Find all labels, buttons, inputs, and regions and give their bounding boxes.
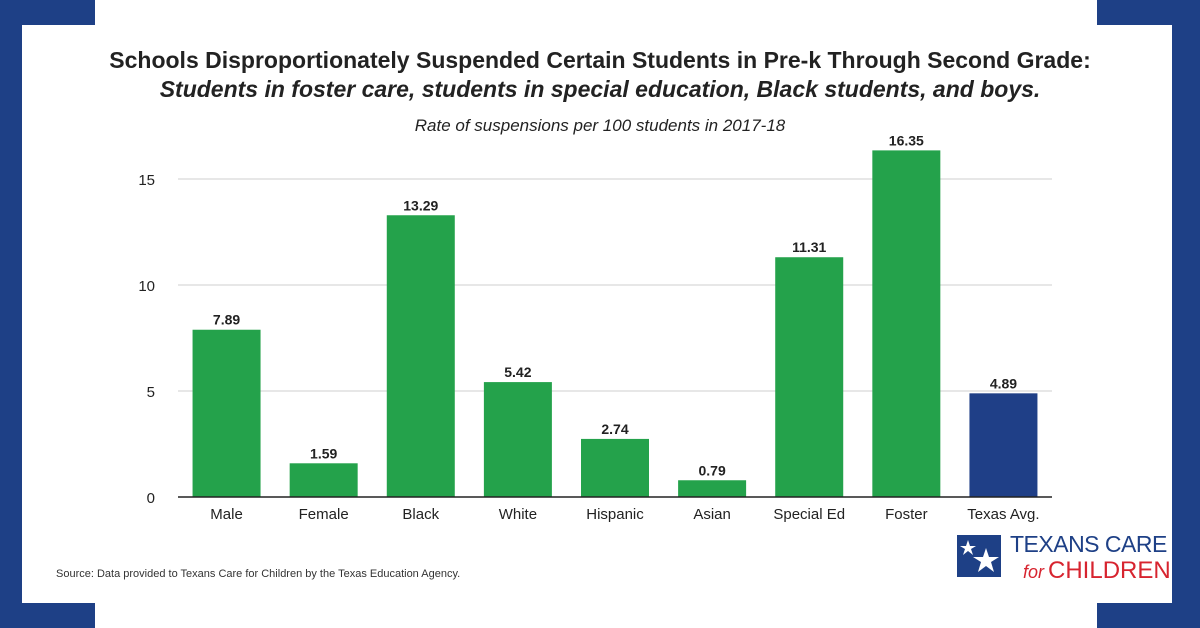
x-tick-label: Foster <box>885 506 928 523</box>
data-label: 4.89 <box>990 375 1017 391</box>
bar-black <box>386 215 455 497</box>
texans-care-logo: TEXANS CARE for CHILDREN <box>956 532 1171 584</box>
data-label: 5.42 <box>504 364 531 380</box>
x-tick-label: Male <box>210 506 243 523</box>
data-label: 2.74 <box>601 421 628 437</box>
data-label: 16.35 <box>889 132 924 148</box>
bar-texas-avg- <box>969 393 1038 497</box>
bar-female <box>289 463 358 497</box>
star-logo-icon <box>957 535 1001 577</box>
x-tick-label: Asian <box>693 506 731 523</box>
data-label: 13.29 <box>403 197 438 213</box>
bar-foster <box>872 150 941 497</box>
data-label: 7.89 <box>213 312 240 328</box>
y-tick-label: 5 <box>147 384 155 401</box>
chart-subtitle: Rate of suspensions per 100 students in … <box>414 116 786 135</box>
bar-white <box>483 382 552 497</box>
data-label: 1.59 <box>310 445 337 461</box>
y-tick-label: 10 <box>138 278 155 295</box>
x-tick-label: Hispanic <box>586 506 644 523</box>
source-note: Source: Data provided to Texans Care for… <box>56 568 461 580</box>
logo-for: for <box>1023 562 1045 582</box>
y-tick-label: 0 <box>147 490 155 507</box>
bar-asian <box>678 480 747 497</box>
bar-hispanic <box>581 438 649 497</box>
title-line-1: Schools Disproportionately Suspended Cer… <box>109 47 1091 73</box>
title-line-2: Students in foster care, students in spe… <box>159 76 1041 102</box>
x-tick-label: Female <box>299 506 349 523</box>
bar-male <box>192 329 261 497</box>
x-tick-label: Black <box>402 506 439 523</box>
bar-special-ed <box>775 257 844 497</box>
x-tick-label: White <box>499 506 537 523</box>
logo-line-1: TEXANS CARE <box>1010 531 1167 557</box>
logo-children: CHILDREN <box>1048 557 1171 584</box>
x-tick-label: Texas Avg. <box>967 506 1039 523</box>
chart-title: Schools Disproportionately Suspended Cer… <box>109 46 1090 104</box>
y-tick-label: 15 <box>138 172 155 189</box>
data-label: 0.79 <box>698 462 725 478</box>
x-tick-label: Special Ed <box>773 506 845 523</box>
logo-line-2: for CHILDREN <box>1023 558 1171 585</box>
data-label: 11.31 <box>792 239 826 255</box>
